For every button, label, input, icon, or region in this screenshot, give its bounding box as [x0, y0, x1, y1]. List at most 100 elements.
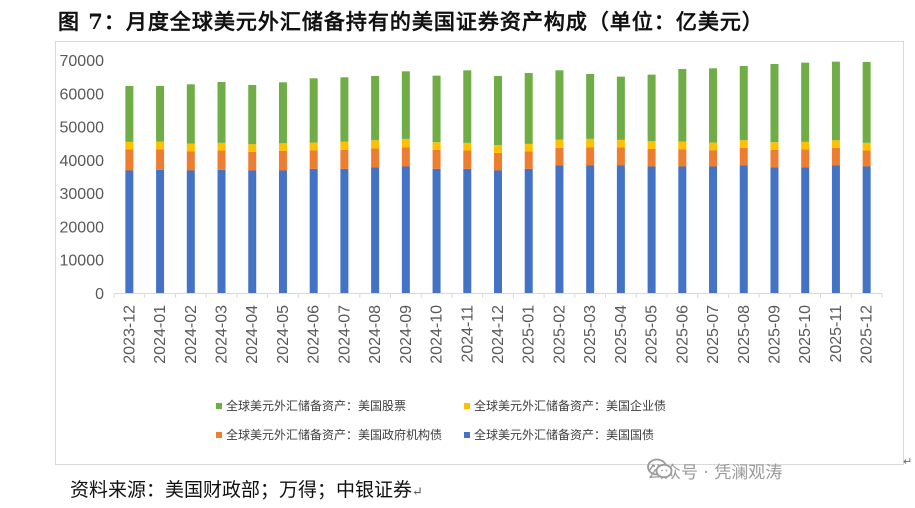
figure-title: 图 7：月度全球美元外汇储备持有的美国证券资产构成（单位：亿美元） — [58, 9, 764, 34]
bar-equity — [739, 65, 748, 141]
bar-treasury — [432, 168, 441, 293]
bar-equity — [678, 68, 687, 142]
x-tick-label: 2024-02 — [183, 305, 200, 364]
bar-corporate — [278, 143, 287, 151]
bar-equity — [801, 62, 810, 142]
y-tick-label: 40000 — [60, 153, 105, 170]
legend-label-treasury: 全球美元外汇储备资产：美国国债 — [474, 427, 654, 442]
x-tick-label: 2025-07 — [705, 305, 722, 364]
x-tick-label: 2024-08 — [367, 305, 384, 364]
bar-equity — [156, 85, 165, 142]
bar-agency — [125, 149, 134, 171]
bar-agency — [248, 151, 257, 171]
bar-agency — [340, 149, 349, 169]
bar-corporate — [862, 142, 871, 151]
source-text: 资料来源：美国财政部；万得；中银证券 — [70, 479, 413, 501]
bar-equity — [555, 70, 564, 140]
bar-agency — [186, 151, 195, 171]
bar-corporate — [432, 142, 441, 150]
x-tick-label: 2025-08 — [736, 305, 753, 364]
bar-equity — [340, 77, 349, 142]
bar-treasury — [340, 168, 349, 293]
bar-agency — [862, 150, 871, 167]
bar-equity — [401, 71, 410, 139]
bar-treasury — [186, 170, 195, 293]
x-tick-label: 2024-03 — [214, 305, 231, 364]
bar-agency — [709, 150, 718, 167]
bar-treasury — [831, 165, 840, 293]
bar-treasury — [862, 166, 871, 293]
bar-corporate — [709, 142, 718, 151]
bar-agency — [770, 149, 779, 168]
bar-corporate — [801, 141, 810, 150]
bar-equity — [371, 75, 380, 141]
bar-treasury — [401, 166, 410, 293]
y-tick-label: 50000 — [60, 120, 105, 137]
bar-agency — [555, 147, 564, 166]
y-tick-label: 60000 — [60, 86, 105, 103]
y-tick-label: 30000 — [60, 186, 105, 203]
bar-corporate — [125, 141, 134, 150]
bar-agency — [616, 147, 625, 166]
bar-equity — [586, 73, 595, 139]
bar-treasury — [156, 169, 165, 293]
bar-equity — [309, 78, 318, 143]
bar-treasury — [463, 168, 472, 293]
bar-treasury — [801, 167, 810, 293]
bar-treasury — [616, 165, 625, 293]
x-tick-label: 2025-06 — [674, 305, 691, 364]
bar-treasury — [709, 166, 718, 293]
x-tick-label: 2025-09 — [766, 305, 783, 364]
legend-label-corporate: 全球美元外汇储备资产：美国企业债 — [474, 398, 666, 413]
bar-corporate — [340, 141, 349, 150]
bar-equity — [494, 75, 502, 146]
bar-equity — [524, 72, 533, 144]
legend-swatch-corporate — [464, 403, 470, 409]
x-tick-label: 2025-12 — [859, 305, 876, 364]
bar-treasury — [371, 167, 380, 293]
bar-treasury — [524, 168, 533, 293]
legend-swatch-treasury — [464, 432, 470, 438]
x-tick-label: 2024-04 — [244, 305, 261, 364]
y-tick-label: 10000 — [60, 253, 105, 270]
bar-agency — [801, 149, 810, 168]
bar-agency — [463, 150, 472, 169]
x-tick-label: 2025-10 — [797, 305, 814, 364]
bar-corporate — [156, 141, 165, 150]
legend-label-equity: 全球美元外汇储备资产：美国股票 — [226, 398, 406, 413]
x-tick-label: 2024-09 — [398, 305, 415, 364]
x-tick-label: 2024-11 — [459, 305, 476, 363]
bar-equity — [831, 61, 840, 141]
bar-equity — [463, 70, 472, 143]
watermark-text: 公众号 · 凭澜观涛 — [647, 463, 783, 483]
bar-treasury — [248, 170, 257, 293]
legend-label-agency: 全球美元外汇储备资产：美国政府机构债 — [226, 427, 442, 442]
bar-treasury — [739, 165, 748, 293]
bar-corporate — [309, 142, 318, 151]
bar-corporate — [463, 142, 472, 151]
bar-treasury — [125, 170, 134, 293]
bar-equity — [278, 82, 287, 144]
x-tick-label: 2025-11 — [828, 305, 845, 363]
bar-corporate — [248, 144, 257, 152]
y-tick-label: 20000 — [60, 219, 105, 236]
bar-corporate — [831, 140, 840, 148]
bar-corporate — [217, 142, 226, 151]
bar-agency — [309, 150, 318, 169]
bar-equity — [432, 75, 441, 143]
bar-agency — [278, 150, 287, 171]
bar-treasury — [555, 165, 564, 293]
watermark: 公众号 · 凭澜观涛 — [647, 458, 782, 483]
legend-swatch-agency — [216, 432, 222, 438]
bar-corporate — [494, 145, 502, 153]
bar-corporate — [678, 141, 687, 150]
x-tick-label: 2025-01 — [521, 305, 538, 364]
bar-corporate — [647, 141, 656, 149]
chart-frame: 0 10000 20000 30000 40000 50000 60000 70000 2023… — [55, 41, 904, 465]
bar-treasury — [217, 169, 226, 293]
bar-corporate — [586, 138, 595, 148]
bar-treasury — [770, 167, 779, 293]
bar-equity — [125, 85, 134, 142]
source-note: 资料来源：美国财政部；万得；中银证券↵ — [70, 475, 423, 502]
bar-corporate — [401, 138, 410, 148]
